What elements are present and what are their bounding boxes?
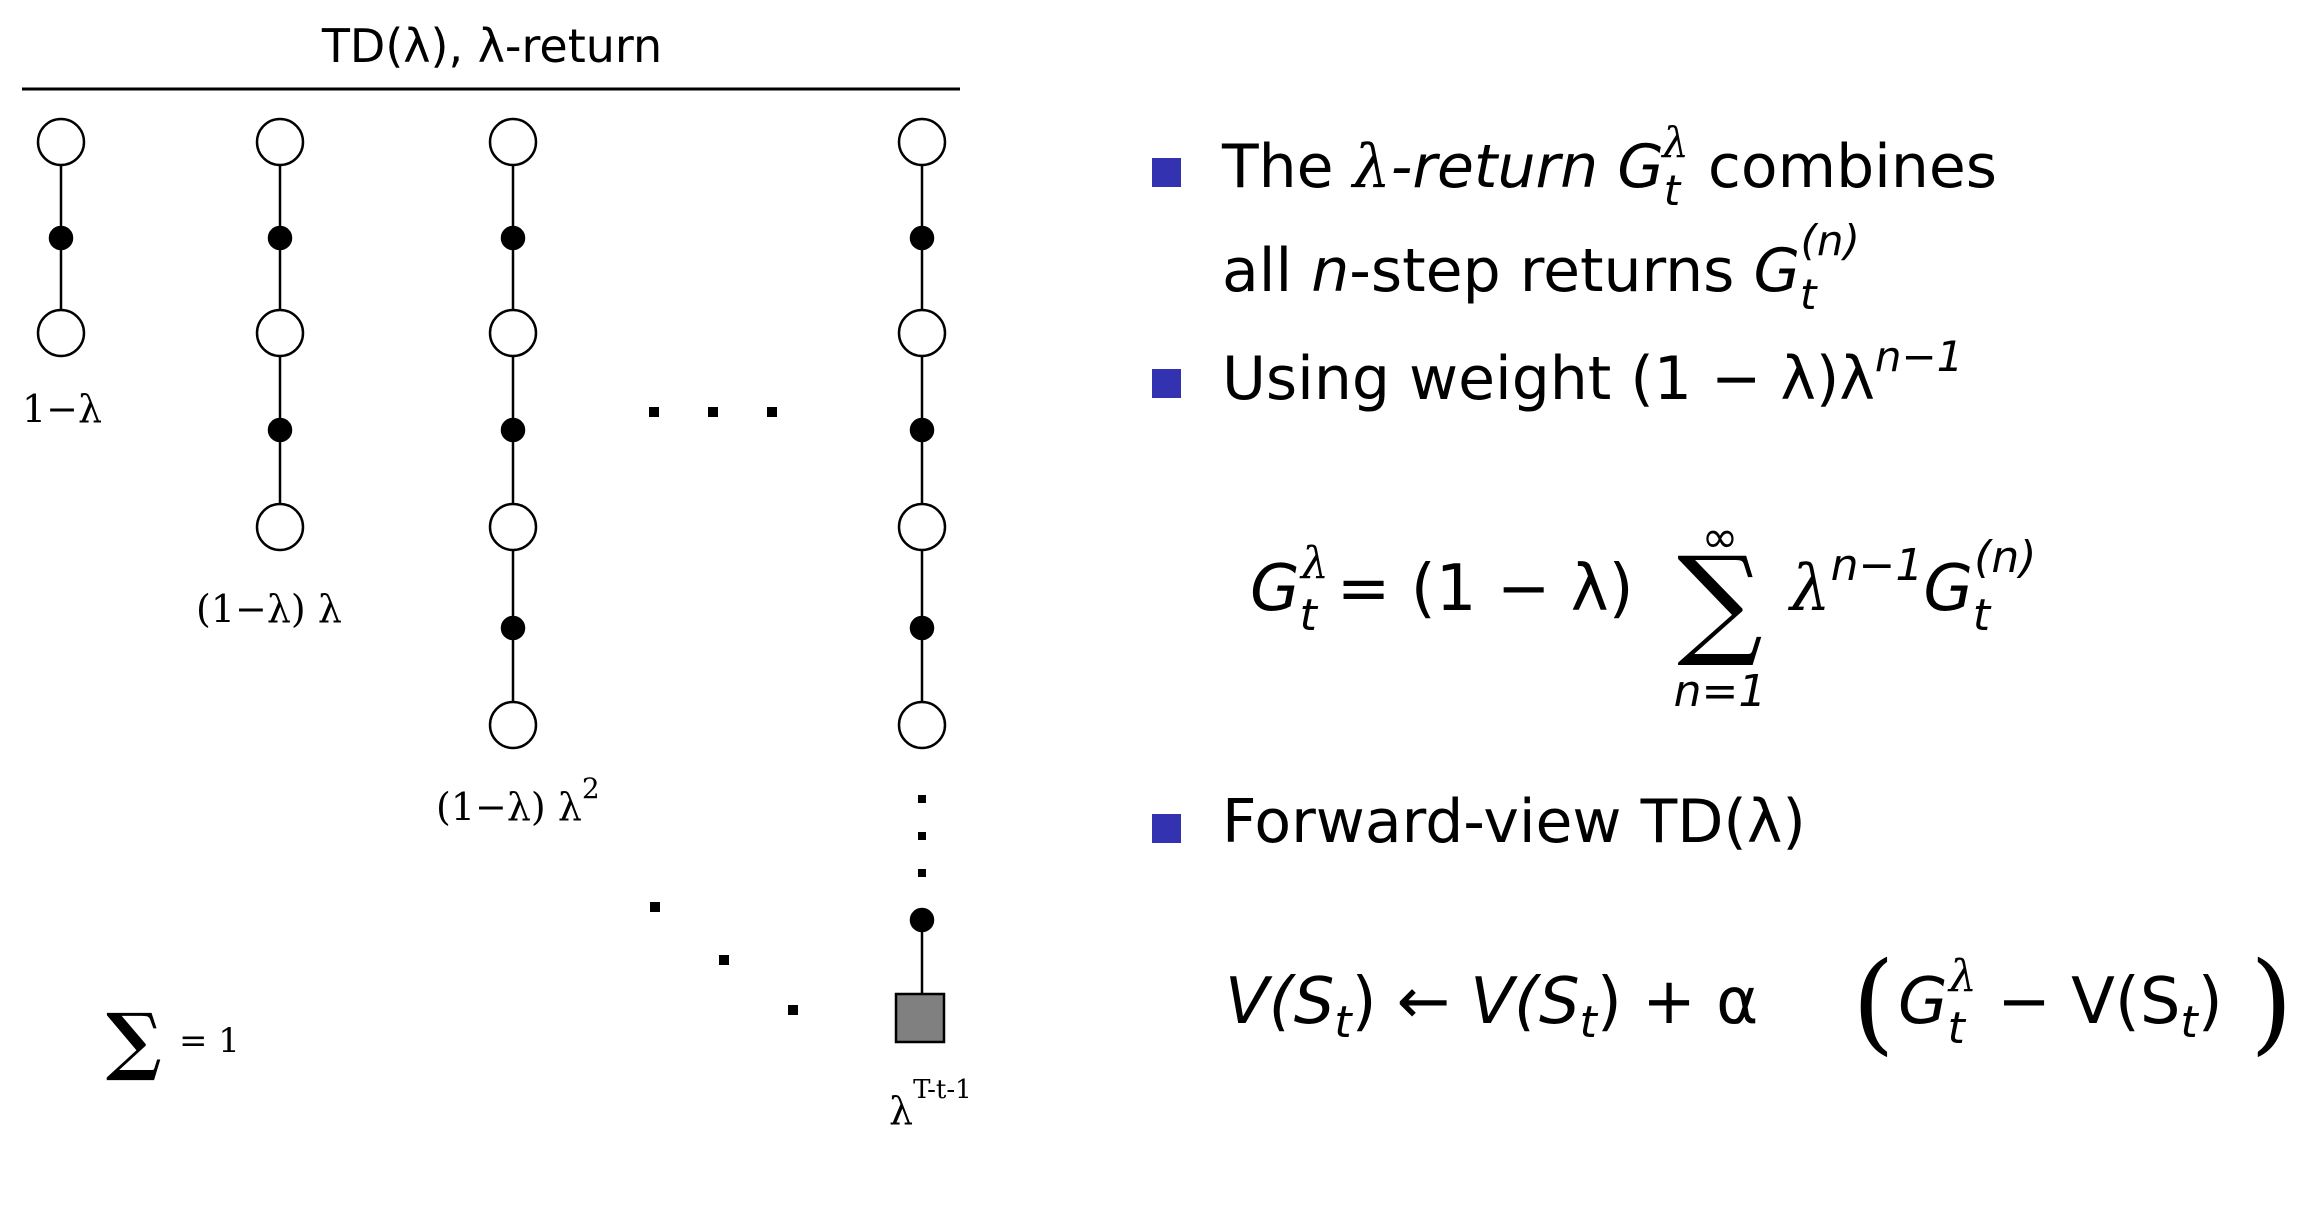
bullet-2: Using weight (1 − λ)λn−1 [1222, 332, 1963, 414]
column-weight-1: 1−λ [22, 387, 102, 431]
state-node [36, 308, 86, 358]
svg-text:): ) [2250, 938, 2293, 1066]
backup-column-3 [488, 117, 538, 750]
bullet-list: The λ-return Gtλ combines all n-step ret… [1152, 118, 2293, 1066]
action-node [500, 417, 526, 443]
state-node [488, 502, 538, 552]
svg-text:(: ( [1852, 938, 1895, 1066]
sum-label: = 1 [179, 1021, 240, 1061]
action-node [267, 417, 293, 443]
state-node [897, 700, 947, 750]
forward-view-equation: V(St) ← V(St) + α ( Gtλ − V(St) ) [1225, 938, 2293, 1066]
backup-column-terminal [894, 117, 947, 1044]
backup-column-2 [255, 117, 305, 552]
state-node [255, 502, 305, 552]
action-node [909, 615, 935, 641]
svg-text:n=1: n=1 [1674, 666, 1767, 717]
column-weight-3: (1−λ) λ2 [436, 772, 600, 829]
backup-diagram: TD(λ), λ-return 1−λ (1−λ) λ [22, 19, 972, 1133]
state-node [897, 117, 947, 167]
state-node [488, 308, 538, 358]
state-node [488, 700, 538, 750]
svg-text:V(St)←V(St) + α: V(St) ← V(St) + α [1225, 965, 1758, 1048]
column-weight-2: (1−λ) λ [196, 587, 342, 631]
action-node [909, 907, 935, 933]
action-node [267, 225, 293, 251]
state-node [255, 308, 305, 358]
ellipsis-horizontal [649, 407, 777, 417]
svg-text:∞: ∞ [1702, 512, 1739, 563]
bullet-marker [1152, 814, 1181, 843]
sum-symbol: ∑ [106, 998, 162, 1084]
bullet-1-continuation: all n-step returns Gt(n) [1222, 216, 1860, 319]
terminal-state [894, 992, 946, 1044]
action-node [500, 225, 526, 251]
bullet-3: Forward-view TD(λ) [1222, 787, 1806, 857]
svg-text:λn−1Gt(n): λn−1Gt(n) [1787, 532, 2036, 641]
backup-column-1 [36, 117, 86, 358]
bullet-1: The λ-return Gtλ combines [1221, 118, 1997, 215]
state-node [36, 117, 86, 167]
state-node [488, 117, 538, 167]
svg-text:Gtλ= (1 − λ): Gtλ = (1 − λ) [1250, 538, 1634, 641]
state-node [255, 117, 305, 167]
diagram-title: TD(λ), λ-return [321, 19, 662, 73]
action-node [500, 615, 526, 641]
column-weight-terminal: λT-t-1 [889, 1075, 972, 1133]
svg-text:∑: ∑ [1677, 532, 1763, 671]
ellipsis-diagonal [650, 902, 798, 1015]
action-node [48, 225, 74, 251]
bullet-marker [1152, 369, 1181, 398]
state-node [897, 502, 947, 552]
action-node [909, 225, 935, 251]
state-node [897, 308, 947, 358]
ellipsis-vertical [918, 795, 926, 877]
lambda-return-equation: Gtλ = (1 − λ) ∞ ∑ n=1 λn−1Gt(n) [1250, 512, 2036, 717]
svg-text:Gtλ − V(St): Gtλ − V(St) [1898, 951, 2223, 1054]
action-node [909, 417, 935, 443]
bullet-marker [1152, 158, 1181, 187]
